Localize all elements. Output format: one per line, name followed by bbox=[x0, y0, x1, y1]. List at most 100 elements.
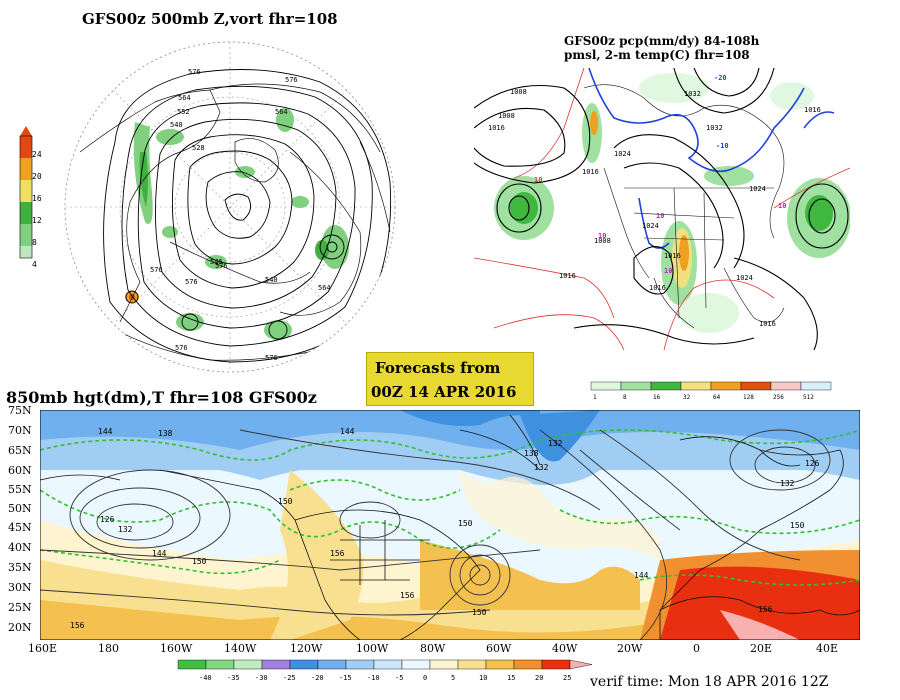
precip-colorbar-swatch bbox=[650, 381, 682, 391]
height-label: 150 bbox=[790, 521, 805, 530]
temperature-colorbar-arrow bbox=[569, 659, 593, 670]
isobar-label: 1008 bbox=[510, 88, 527, 96]
contour-label: 546 bbox=[210, 258, 223, 266]
height-label: 156 bbox=[330, 549, 345, 558]
contour-label: 576 bbox=[185, 278, 198, 286]
temperature-colorbar: -40 -35 -30 -25 -20 -15 -10 -5 0 5 10 15 20 25 bbox=[177, 659, 593, 682]
height-label: 138 bbox=[524, 449, 539, 458]
temperature-colorbar-tick: -40 bbox=[199, 674, 212, 682]
contour-label: 576 bbox=[285, 76, 298, 84]
precip-colorbar-tick: 16 bbox=[653, 394, 661, 401]
850mb-height-temperature-map: 144 138 144 132 138 132 126 132 144 150 … bbox=[40, 410, 860, 640]
temperature-colorbar-swatch bbox=[485, 659, 515, 670]
contour-label: 540 bbox=[170, 121, 183, 129]
precip-colorbar-swatch bbox=[680, 381, 712, 391]
isobar-label: 1016 bbox=[649, 284, 666, 292]
precip-colorbar-tick: 256 bbox=[773, 394, 784, 401]
precip-colorbar-tick: 512 bbox=[803, 394, 814, 401]
temp-label: 10 bbox=[656, 212, 664, 220]
verification-time: verif time: Mon 18 APR 2016 12Z bbox=[590, 674, 829, 690]
precip-colorbar-swatch bbox=[620, 381, 652, 391]
temperature-colorbar-swatch bbox=[541, 659, 571, 670]
forecast-init-line2: 00Z 14 APR 2016 bbox=[371, 383, 517, 401]
temperature-colorbar-swatch bbox=[373, 659, 403, 670]
isobar-label: 1032 bbox=[684, 90, 701, 98]
height-label: 126 bbox=[805, 459, 820, 468]
isobar-label: 1016 bbox=[582, 168, 599, 176]
precip-colorbar-swatch bbox=[710, 381, 742, 391]
isobar-label: 1008 bbox=[498, 112, 515, 120]
precip-colorbar-swatch bbox=[740, 381, 772, 391]
isobar-label: 1016 bbox=[664, 252, 681, 260]
height-label: 144 bbox=[634, 571, 649, 580]
precip-colorbar-tick: 8 bbox=[623, 394, 627, 401]
height-label: 150 bbox=[472, 608, 487, 617]
longitude-labels: 160E 180 160W 140W 120W 100W 80W 60W 40W… bbox=[28, 642, 839, 655]
precip-colorbar-tick: 64 bbox=[713, 394, 721, 401]
height-label: 156 bbox=[70, 621, 85, 630]
temperature-colorbar-swatch bbox=[457, 659, 487, 670]
precip-map-title-line1: GFS00z pcp(mm/dy) 84-108h bbox=[564, 34, 760, 48]
contour-label: 576 bbox=[188, 68, 201, 76]
temperature-colorbar-tick: -20 bbox=[311, 674, 324, 682]
height-label: 150 bbox=[192, 557, 207, 566]
temperature-colorbar-tick: 10 bbox=[479, 674, 487, 682]
precip-colorbar-tick: 128 bbox=[743, 394, 754, 401]
height-label: 144 bbox=[98, 427, 113, 436]
temperature-colorbar-swatch bbox=[345, 659, 375, 670]
temperature-colorbar-tick: 15 bbox=[507, 674, 515, 682]
temperature-colorbar-swatch bbox=[513, 659, 543, 670]
temperature-colorbar-tick: 0 bbox=[423, 674, 427, 682]
precip-colorbar-swatch bbox=[800, 381, 832, 391]
isobar-label: 1008 bbox=[594, 237, 611, 245]
temperature-colorbar-swatch bbox=[401, 659, 431, 670]
temperature-colorbar-swatch bbox=[205, 659, 235, 670]
temperature-colorbar-tick: -25 bbox=[283, 674, 296, 682]
height-label: 156 bbox=[400, 591, 415, 600]
contour-label: 576 bbox=[215, 262, 228, 270]
height-label: 132 bbox=[118, 525, 133, 534]
contour-label: 528 bbox=[192, 144, 205, 152]
contour-label: 576 bbox=[175, 344, 188, 352]
height-label: 156 bbox=[758, 605, 773, 614]
precip-colorbar: 1 8 16 32 64 128 256 512 bbox=[590, 381, 832, 401]
isobar-label: 1024 bbox=[614, 150, 631, 158]
temperature-colorbar-swatch bbox=[289, 659, 319, 670]
height-label: 150 bbox=[458, 519, 473, 528]
polar-stereographic-map: 576 576 564 552 540 528 564 576 540 576 … bbox=[64, 41, 396, 373]
temp-label: -20 bbox=[714, 74, 727, 82]
precip-colorbar-tick: 32 bbox=[683, 394, 691, 401]
contour-label: 564 bbox=[275, 108, 288, 116]
isobar-label: 1024 bbox=[749, 185, 766, 193]
precip-colorbar-tick: 1 bbox=[593, 394, 597, 401]
temperature-colorbar-tick: -15 bbox=[339, 674, 352, 682]
temperature-colorbar-swatch bbox=[429, 659, 459, 670]
forecast-init-line1: Forecasts from bbox=[375, 359, 501, 377]
height-label: 144 bbox=[340, 427, 355, 436]
precip-pressure-map: 1008 1016 1008 1032 1032 1016 1024 1016 … bbox=[474, 68, 850, 350]
temp-label: 10 bbox=[534, 176, 542, 184]
precip-colorbar-swatch bbox=[770, 381, 802, 391]
temperature-colorbar-tick: -35 bbox=[227, 674, 240, 682]
precip-map-title-line2: pmsl, 2-m temp(C) fhr=108 bbox=[564, 48, 750, 62]
isobar-label: 1016 bbox=[759, 320, 776, 328]
isobar-label: 1016 bbox=[559, 272, 576, 280]
contour-label: 576 bbox=[150, 266, 163, 274]
temperature-colorbar-tick: -5 bbox=[395, 674, 403, 682]
isobar-label: 1024 bbox=[642, 222, 659, 230]
vorticity-colorbar-ticks: 24 20 16 12 8 4 bbox=[32, 150, 42, 269]
vorticity-colorbar bbox=[19, 126, 33, 259]
isobar-label: 1024 bbox=[736, 274, 753, 282]
precip-colorbar-swatch bbox=[590, 381, 622, 391]
bottom-map-title: 850mb hgt(dm),T fhr=108 GFS00z bbox=[6, 388, 317, 407]
temperature-colorbar-swatch bbox=[233, 659, 263, 670]
height-label: 132 bbox=[548, 439, 563, 448]
contour-label: 540 bbox=[265, 276, 278, 284]
contour-label: 564 bbox=[318, 284, 331, 292]
contour-label: 552 bbox=[177, 108, 190, 116]
temperature-colorbar-tick: -10 bbox=[367, 674, 380, 682]
temperature-colorbar-swatch bbox=[317, 659, 347, 670]
isobar-label: 1016 bbox=[488, 124, 505, 132]
height-label: 150 bbox=[278, 497, 293, 506]
forecast-init-box: Forecasts from 00Z 14 APR 2016 bbox=[366, 352, 534, 406]
